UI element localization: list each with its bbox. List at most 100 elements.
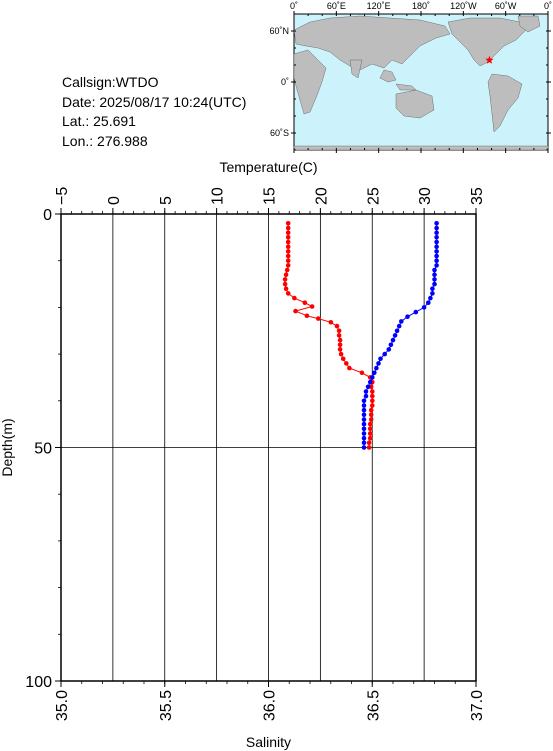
data-point-temperature	[316, 316, 321, 321]
data-point-salinity	[370, 375, 375, 380]
temperature-tick-label: 15	[262, 187, 279, 205]
data-point-salinity	[426, 300, 431, 306]
data-point-temperature	[283, 272, 289, 278]
map-lon-label: 60˚E	[327, 1, 346, 11]
callsign-text: Callsign:WTDO	[62, 74, 159, 90]
depth-tick-label: 0	[43, 207, 52, 224]
depth-tick-label: 50	[34, 441, 52, 458]
data-point-salinity	[432, 272, 437, 278]
chart-grid	[61, 214, 476, 681]
map-land-north-america	[447, 17, 527, 67]
data-point-salinity	[434, 235, 439, 240]
data-point-temperature	[309, 304, 315, 309]
data-point-temperature	[285, 239, 291, 245]
data-point-salinity	[367, 379, 373, 385]
data-point-temperature	[367, 421, 373, 427]
data-point-temperature	[285, 225, 291, 231]
data-point-temperature	[338, 351, 344, 357]
data-point-salinity	[394, 328, 400, 334]
data-point-temperature	[370, 389, 375, 394]
data-point-salinity	[390, 337, 396, 343]
data-point-temperature	[282, 281, 288, 287]
data-point-salinity	[432, 267, 437, 273]
temperature-tick-label: 5	[158, 196, 175, 205]
map-land-australia	[395, 89, 435, 119]
data-point-salinity	[361, 431, 367, 436]
data-point-salinity	[430, 286, 435, 292]
series-line-temperature	[284, 223, 373, 448]
map-lon-label: 0˚	[290, 1, 298, 11]
data-point-temperature	[344, 361, 349, 366]
data-point-temperature	[367, 426, 373, 432]
data-point-salinity	[413, 309, 419, 315]
data-point-temperature	[340, 356, 346, 362]
data-point-salinity	[432, 277, 437, 282]
data-point-salinity	[434, 221, 439, 226]
map-land-south-america	[487, 73, 523, 133]
depth-tick-label: 100	[25, 674, 52, 691]
map-lon-label: 120˚E	[367, 1, 391, 11]
temperature-tick-label: 25	[365, 187, 382, 205]
data-point-salinity	[434, 230, 439, 235]
data-point-salinity	[430, 291, 435, 296]
temperature-tick-label: 0	[106, 196, 123, 205]
data-point-salinity	[361, 412, 367, 418]
series-salinity	[361, 221, 439, 450]
data-point-temperature	[284, 267, 290, 273]
station-marker	[485, 55, 494, 64]
data-point-temperature	[337, 337, 343, 343]
temperature-tick-label: 10	[210, 187, 227, 205]
data-point-temperature	[336, 328, 342, 334]
data-point-temperature	[337, 347, 343, 352]
series-layer	[282, 221, 439, 450]
data-point-temperature	[368, 412, 374, 418]
data-point-salinity	[386, 347, 392, 352]
data-point-salinity	[405, 314, 410, 320]
data-point-temperature	[370, 403, 375, 408]
data-point-salinity	[421, 305, 427, 310]
data-point-salinity	[428, 295, 433, 301]
data-point-temperature	[285, 253, 291, 259]
data-point-salinity	[361, 403, 367, 408]
data-point-temperature	[347, 365, 352, 371]
series-line-salinity	[363, 223, 438, 448]
data-point-temperature	[282, 277, 288, 282]
data-point-temperature	[368, 407, 374, 413]
data-point-salinity	[434, 225, 439, 231]
salinity-tick-label: 36.5	[365, 690, 382, 721]
salinity-axis-title: Salinity	[246, 734, 291, 750]
data-point-temperature	[285, 258, 291, 264]
data-point-salinity	[361, 435, 367, 441]
temperature-tick-label: −5	[54, 187, 71, 205]
temperature-tick-label: 35	[469, 187, 486, 205]
data-point-salinity	[434, 263, 439, 268]
data-point-temperature	[366, 445, 372, 450]
map-land-greenland	[517, 15, 541, 33]
map-lat-label: 60˚S	[270, 128, 289, 138]
data-point-salinity	[361, 398, 367, 404]
data-point-salinity	[361, 417, 367, 422]
lat-text: Lat.: 25.691	[62, 113, 136, 129]
map-lat-label: 0˚	[281, 77, 289, 87]
data-point-salinity	[396, 323, 402, 329]
data-point-salinity	[399, 319, 404, 324]
map-lon-label: 120˚W	[450, 1, 477, 11]
data-point-salinity	[434, 258, 439, 264]
data-point-temperature	[285, 221, 291, 226]
data-point-salinity	[361, 421, 367, 427]
data-point-temperature	[368, 417, 374, 422]
series-temperature	[282, 221, 375, 450]
data-point-salinity	[392, 333, 398, 338]
data-point-temperature	[367, 435, 373, 441]
data-point-salinity	[434, 239, 439, 245]
data-point-salinity	[361, 426, 367, 432]
data-point-salinity	[372, 370, 377, 376]
data-point-temperature	[285, 244, 291, 249]
data-point-temperature	[283, 286, 289, 292]
map-labels: 0˚ 60˚E 120˚E 180˚ 120˚W 60˚W 0˚ 60˚N 0˚ 60˚S	[269, 1, 552, 138]
data-point-salinity	[361, 440, 367, 446]
map-land	[293, 15, 549, 151]
